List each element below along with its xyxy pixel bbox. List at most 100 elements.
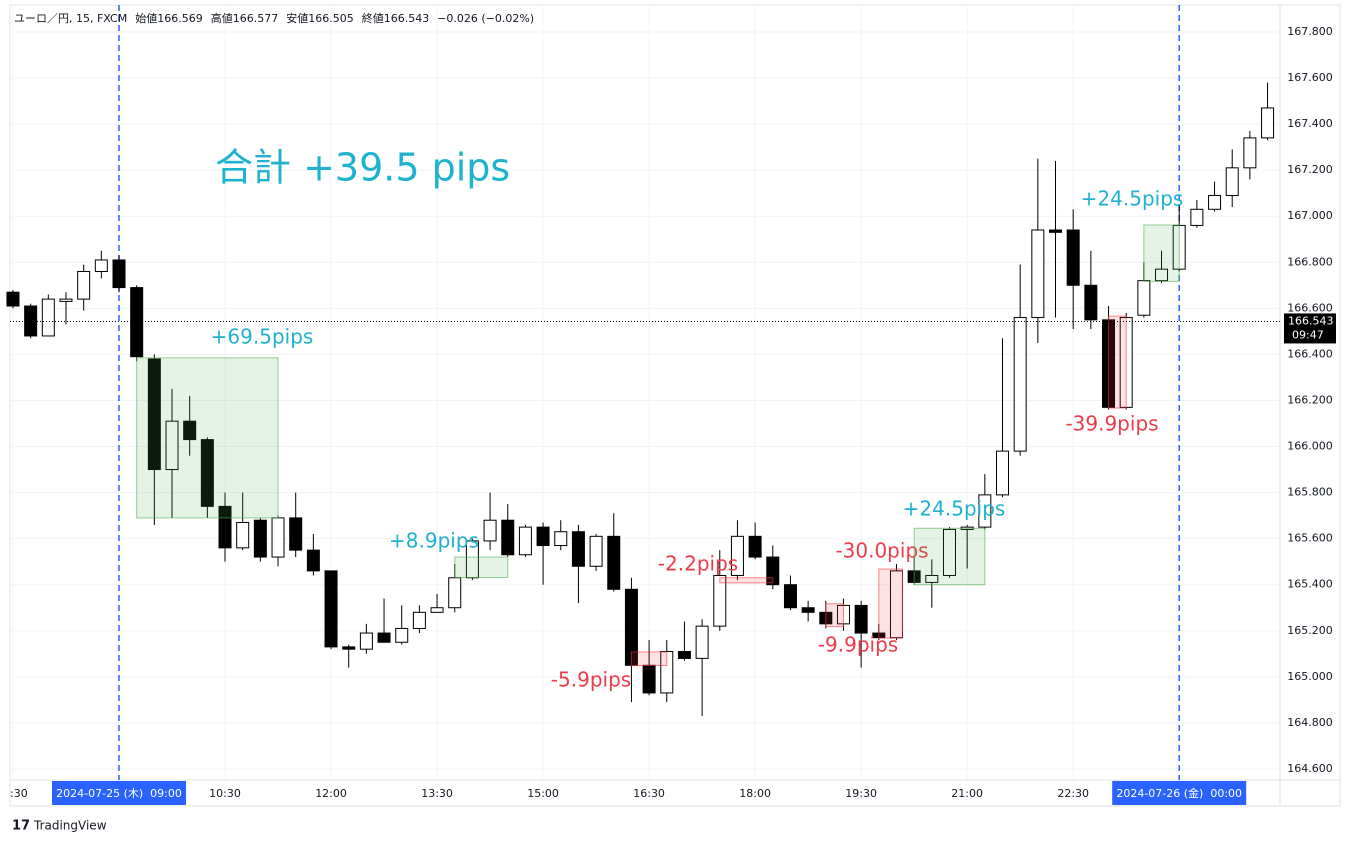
trade-box xyxy=(913,527,986,586)
candle-body xyxy=(236,522,250,549)
trade-label: -2.2pips xyxy=(658,552,738,576)
trade-label: -30.0pips xyxy=(835,539,928,563)
header-item: 始値166.569 xyxy=(135,11,203,25)
x-tick-highlight xyxy=(1112,781,1247,805)
y-tick-label: 165.600 xyxy=(1287,532,1333,545)
x-tick-label: 15:00 xyxy=(527,787,559,800)
candle-body xyxy=(642,664,656,694)
y-tick-label: 167.800 xyxy=(1287,25,1333,38)
candle-body xyxy=(854,604,868,634)
x-tick-label: 22:30 xyxy=(1057,787,1089,800)
candle-body xyxy=(271,517,285,558)
x-tick-label: 2024-07-26 (金) 00:00 xyxy=(1116,786,1242,800)
candle-body xyxy=(801,607,815,613)
candle-body xyxy=(430,607,444,613)
x-tick-label: 13:30 xyxy=(421,787,453,800)
candle-body xyxy=(1137,280,1151,316)
trade-boxes: +69.5pips +8.9pips -2.2pips -5.9pips -9.9pip… xyxy=(136,187,1184,692)
x-tick-label: 18:00 xyxy=(739,787,771,800)
trade-box xyxy=(1108,315,1127,409)
candle-body xyxy=(1190,208,1204,226)
candle-body xyxy=(289,517,303,551)
x-tick-label: 12:00 xyxy=(315,787,347,800)
trade-box xyxy=(136,357,279,519)
candle-body xyxy=(1225,167,1239,196)
price-tag-label: 166.543 xyxy=(1288,314,1334,327)
trade-box xyxy=(1143,224,1180,282)
candle-body xyxy=(554,531,568,547)
candle-body xyxy=(1155,268,1169,282)
candle-body xyxy=(41,298,55,337)
candle-body xyxy=(448,577,462,609)
candle-body xyxy=(483,519,497,542)
candle-body xyxy=(925,574,939,583)
candle-body xyxy=(59,298,73,302)
trade-box xyxy=(454,556,509,579)
x-tick-label: 16:30 xyxy=(633,787,665,800)
candle-body xyxy=(200,439,214,507)
candle-body xyxy=(996,450,1009,496)
candle-body xyxy=(6,291,20,307)
x-tick-label: 19:30 xyxy=(845,787,877,800)
y-tick-label: 165.800 xyxy=(1287,486,1333,499)
candle-body xyxy=(112,259,126,289)
y-tick-label: 165.000 xyxy=(1287,670,1333,683)
brand: TradingView xyxy=(33,819,107,833)
price-tag xyxy=(1284,313,1336,344)
candle-body xyxy=(412,611,426,629)
candle-body xyxy=(359,632,373,650)
candle-body xyxy=(1243,137,1257,169)
header-item: 終値166.543 xyxy=(362,11,430,25)
candle-body xyxy=(695,625,709,659)
trade-label: -39.9pips xyxy=(1065,412,1158,436)
header-item: ユーロ／円, 15, FXCM xyxy=(14,12,127,25)
y-tick-label: 166.800 xyxy=(1287,255,1333,268)
y-tick-label: 167.600 xyxy=(1287,71,1333,84)
y-tick-label: 166.000 xyxy=(1287,440,1333,453)
y-tick-label: 165.200 xyxy=(1287,624,1333,637)
candle-body xyxy=(1084,284,1098,321)
frame xyxy=(9,4,1341,807)
trade-label: +24.5pips xyxy=(903,497,1006,521)
candle-body xyxy=(518,526,532,556)
y-tick-label: 164.800 xyxy=(1287,716,1333,729)
axes: 164.600 164.800 165.000 165.200 165.400 165.6… xyxy=(10,25,1336,805)
y-tick-label: 166.600 xyxy=(1287,301,1333,314)
y-tick-label: 164.600 xyxy=(1287,762,1333,775)
candle-body xyxy=(183,420,197,441)
x-tick-label: :30 xyxy=(10,787,28,800)
candle-body xyxy=(1013,317,1027,452)
header-item: 高値166.577 xyxy=(211,11,279,25)
trade-box xyxy=(719,577,774,584)
candle-body xyxy=(978,494,992,528)
candle-body xyxy=(130,287,144,358)
trade-box xyxy=(825,603,844,628)
candle-body xyxy=(942,528,956,576)
trade-label: -5.9pips xyxy=(551,668,631,692)
candle-body xyxy=(1261,107,1275,139)
candle-body xyxy=(395,627,409,643)
trade-label: +8.9pips xyxy=(389,529,479,553)
header-item: −0.026 (−0.02%) xyxy=(437,12,534,25)
candle-body xyxy=(147,358,161,471)
x-tick-label: 2024-07-25 (木) 09:00 xyxy=(56,787,182,800)
trade-label: +24.5pips xyxy=(1081,187,1184,211)
candle-body xyxy=(607,535,621,590)
candle-body xyxy=(218,505,232,549)
header-item: 安値166.505 xyxy=(286,11,354,25)
candle-body xyxy=(677,650,691,659)
brand-logo: 17 xyxy=(12,819,30,834)
y-tick-label: 167.400 xyxy=(1287,117,1333,130)
x-tick-label: 21:00 xyxy=(951,787,983,800)
header: ユーロ／円, 15, FXCM 始値166.569 高値166.577 安値166.5… xyxy=(14,11,534,25)
y-tick-label: 166.200 xyxy=(1287,393,1333,406)
y-tick-label: 165.400 xyxy=(1287,578,1333,591)
candle-body xyxy=(730,535,744,576)
candle-body xyxy=(77,270,91,300)
y-tick-label: 167.000 xyxy=(1287,209,1333,222)
candle-body xyxy=(571,531,585,567)
candle-body xyxy=(253,519,267,558)
candle-body xyxy=(342,646,356,650)
candle-body xyxy=(536,526,550,547)
y-tick-label: 167.200 xyxy=(1287,163,1333,176)
